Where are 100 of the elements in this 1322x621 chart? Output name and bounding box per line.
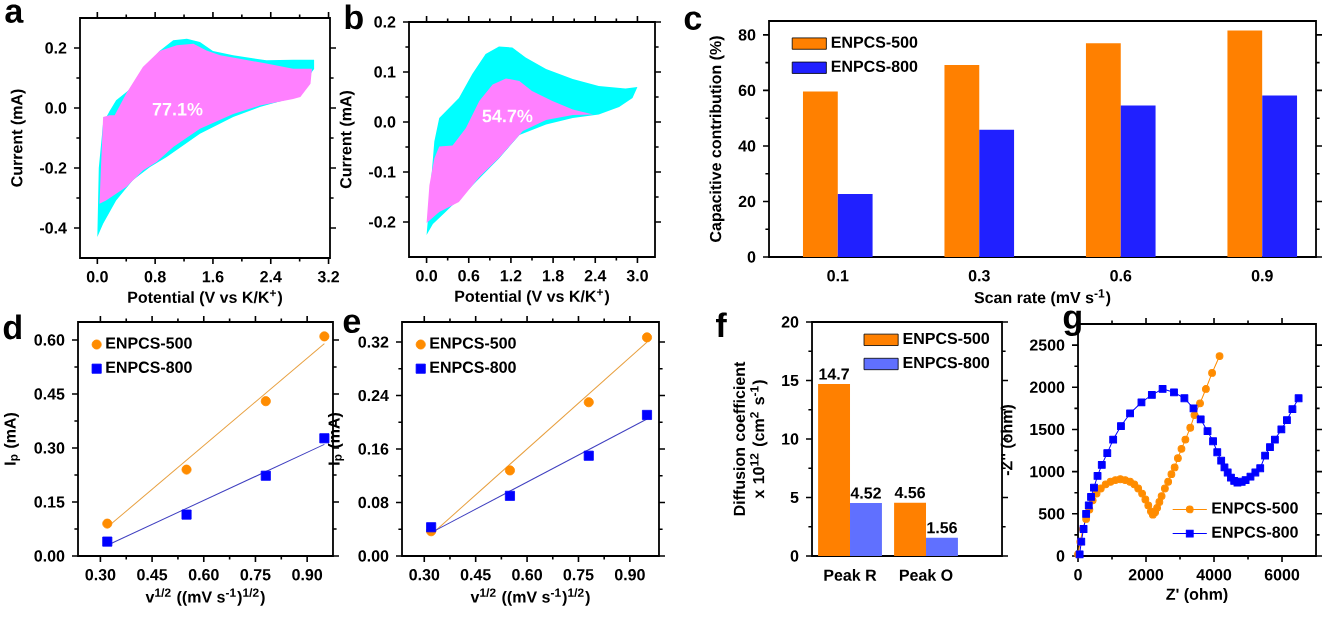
y-tick-label: 20 xyxy=(781,316,799,328)
x-axis-title: v$^{1/2}$ ((mV s$^{-1}$)$^{1/2}$) xyxy=(470,588,590,606)
x-tick-label: 2.4 xyxy=(260,271,282,283)
y-tick-label: 0.00 xyxy=(358,550,389,562)
legend-label: ENPCS-800 xyxy=(831,60,918,72)
x-tick-label: Peak R xyxy=(824,569,877,581)
chart-title: f xyxy=(716,312,727,338)
y-tick-label: 40 xyxy=(738,140,756,152)
x-axis-title: Potential (V vs K/K$^{+}$) xyxy=(128,290,282,307)
x-tick-label: 3.0 xyxy=(626,270,648,282)
x-tick-label: 1.2 xyxy=(500,270,522,282)
x-axis-title: Z' (ohm) xyxy=(1166,588,1228,604)
y-tick-label: 10 xyxy=(782,433,799,445)
y-tick-label: 15 xyxy=(782,374,799,387)
data-label: 4.56 xyxy=(894,486,926,499)
y-tick-label: 0.32 xyxy=(358,336,389,348)
x-tick-label: 0.90 xyxy=(292,569,323,581)
x-tick-label: 0.75 xyxy=(563,569,594,581)
x-tick-label: 4000 xyxy=(1196,569,1232,581)
annotation: 54.7% xyxy=(482,109,533,123)
y-tick-label: 80 xyxy=(738,29,756,41)
x-tick-label: 0.3 xyxy=(968,270,990,282)
y-tick-label: -0.2 xyxy=(368,216,396,228)
x-axis-title: Scan rate (mV s$^{-1}$) xyxy=(974,289,1111,307)
y-tick-label: 0.0 xyxy=(374,116,396,128)
y-axis-title: -Z'' (ohm) xyxy=(1000,405,1016,476)
y-tick-label: 0.15 xyxy=(34,496,65,508)
y-tick-label: 0.00 xyxy=(34,550,65,562)
x-tick-label: 2000 xyxy=(1128,569,1164,581)
legend-label: ENPCS-500 xyxy=(1212,502,1298,514)
chart-title: e xyxy=(343,314,361,334)
y-tick-label: 1500 xyxy=(1030,423,1065,436)
legend-label: ENPCS-800 xyxy=(903,356,990,369)
x-tick-label: 3.2 xyxy=(317,271,340,283)
x-tick-label: 6000 xyxy=(1264,569,1300,581)
chart-title: d xyxy=(3,314,21,340)
x-tick-label: 0.0 xyxy=(86,271,108,283)
y-tick-label: 5 xyxy=(790,491,799,504)
legend-label: ENPCS-500 xyxy=(831,36,918,48)
y-tick-label: 0.60 xyxy=(34,334,65,346)
x-tick-label: 2.4 xyxy=(584,270,607,282)
x-tick-label: 0.60 xyxy=(188,569,219,581)
y-tick-label: 0 xyxy=(790,550,799,562)
legend-label: ENPCS-500 xyxy=(903,332,990,345)
x-tick-label: 0.60 xyxy=(512,569,542,581)
x-tick-label: 1.8 xyxy=(542,270,564,282)
y-tick-label: 0.24 xyxy=(358,389,389,402)
y-tick-label: 60 xyxy=(738,84,756,97)
y-tick-label: 2500 xyxy=(1029,339,1065,351)
legend-label: ENPCS-500 xyxy=(430,337,516,349)
y-tick-label: -0.1 xyxy=(368,166,396,178)
y-tick-label: 20 xyxy=(738,195,756,208)
legend-label: ENPCS-800 xyxy=(106,361,192,373)
y-tick-label: 0.30 xyxy=(34,442,65,454)
x-tick-label: 0.0 xyxy=(416,270,438,282)
x-tick-label: 0.6 xyxy=(1110,270,1132,282)
x-tick-label: 0.75 xyxy=(240,569,271,581)
y-tick-label: 0.2 xyxy=(45,42,67,54)
x-tick-label: 0.1 xyxy=(827,270,849,282)
x-axis-title: v$^{1/2}$ ((mV s$^{-1}$)$^{1/2}$) xyxy=(145,588,265,606)
x-tick-label: Peak O xyxy=(899,569,953,581)
y-tick-label: 0.45 xyxy=(34,388,65,400)
data-label: 14.7 xyxy=(819,368,849,380)
y-axis-title: I$_{p}$ (mA) xyxy=(3,412,21,465)
legend-label: ENPCS-800 xyxy=(430,361,516,373)
x-tick-label: 0.90 xyxy=(614,569,645,581)
x-tick-label: 0.6 xyxy=(458,270,480,282)
chart-title: b xyxy=(345,4,363,30)
x-tick-label: 0.8 xyxy=(144,271,166,283)
data-label: 4.52 xyxy=(850,487,881,499)
x-axis-title: Potential (V vs K/K$^{+}$) xyxy=(455,289,609,306)
y-tick-label: 0 xyxy=(747,251,756,263)
data-label: 1.56 xyxy=(927,522,957,534)
x-tick-label: 0.45 xyxy=(460,569,491,581)
y-tick-label: 1000 xyxy=(1030,465,1065,478)
legend-label: ENPCS-500 xyxy=(106,337,192,349)
y-tick-label: -0.2 xyxy=(39,162,67,174)
y-axis-title: Capacitive contribution (%) xyxy=(709,36,725,242)
y-tick-label: 0 xyxy=(1056,550,1065,562)
y-tick-label: 2000 xyxy=(1029,381,1065,393)
y-tick-label: 0.1 xyxy=(374,66,396,78)
chart-title: c xyxy=(684,11,702,31)
y-tick-label: 0.2 xyxy=(374,16,396,28)
y-tick-label: 0.0 xyxy=(45,102,67,114)
y-tick-label: -0.4 xyxy=(39,222,67,234)
y-axis-title: Current (mA) xyxy=(10,89,26,187)
x-tick-label: 0 xyxy=(1074,569,1082,581)
x-tick-label: 0.45 xyxy=(137,569,168,581)
y-tick-label: 0.08 xyxy=(358,496,389,509)
y-tick-label: 0.16 xyxy=(358,443,389,455)
x-tick-label: 0.30 xyxy=(409,569,440,581)
x-tick-label: 1.6 xyxy=(202,271,224,283)
y-axis-title: Current (mA) xyxy=(339,91,355,189)
x-tick-label: 0.30 xyxy=(85,569,116,581)
legend-label: ENPCS-800 xyxy=(1212,526,1298,538)
chart-title: a xyxy=(5,4,24,24)
y-axis-title: I$_{p}$ (mA) xyxy=(327,412,345,465)
x-tick-label: 0.9 xyxy=(1251,270,1273,282)
annotation: 77.1% xyxy=(152,102,203,116)
y-tick-label: 500 xyxy=(1038,508,1065,520)
